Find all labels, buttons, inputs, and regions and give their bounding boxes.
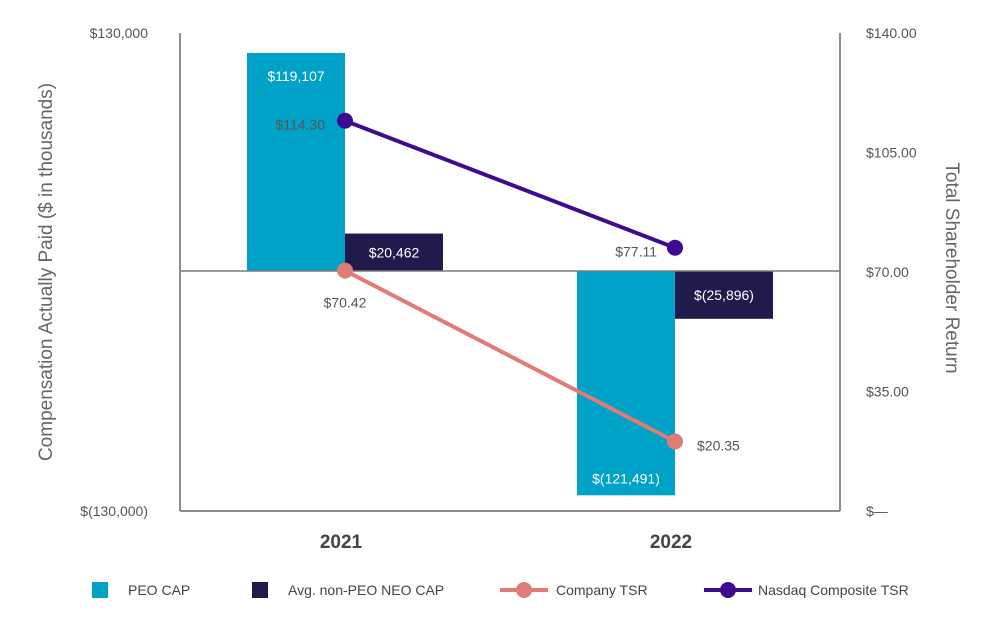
- left-tick-label: $(130,000): [80, 503, 148, 519]
- labels-layer: $119,107 $(121,491) $20,462 $(25,896) $70.42…: [267, 68, 754, 486]
- left-tick-label: $130,000: [90, 25, 149, 41]
- category-label: 2022: [650, 532, 692, 553]
- right-tick-label: $105.00: [866, 145, 917, 161]
- right-tick-label: $70.00: [866, 264, 909, 280]
- bar-neo-cap: [345, 233, 443, 271]
- legend-swatch-marker: [516, 582, 532, 598]
- line-data-label: $77.11: [615, 244, 657, 260]
- legend-swatch: [252, 582, 268, 598]
- bar-data-label: $(121,491): [592, 470, 660, 486]
- right-tick-label: $35.00: [866, 384, 909, 400]
- right-axis-title: Total Shareholder Return: [941, 162, 962, 373]
- line-point: [337, 112, 353, 129]
- right-tick-label: $—: [866, 503, 888, 519]
- line-nasdaq-tsr: [344, 118, 676, 250]
- line-company-tsr: [344, 268, 676, 444]
- line-point: [667, 433, 683, 450]
- bar-data-label: $119,107: [267, 68, 325, 84]
- bar-peo-cap: [577, 271, 675, 496]
- line-data-label: $20.35: [697, 438, 740, 454]
- category-label: 2021: [320, 532, 363, 553]
- legend-label: Nasdaq Composite TSR: [758, 582, 909, 598]
- legend-label: PEO CAP: [128, 582, 190, 598]
- legend: PEO CAP Avg. non-PEO NEO CAP Company TSR Na…: [92, 582, 909, 598]
- legend-swatch: [92, 582, 108, 598]
- bar-data-label: $(25,896): [694, 287, 754, 303]
- axes-layer: $130,000 $(130,000) $140.00 $105.00 $70.00 $3…: [36, 25, 962, 553]
- legend-label: Avg. non-PEO NEO CAP: [288, 582, 444, 598]
- bar-peo-cap: [247, 52, 345, 272]
- line-data-label: $114.30: [275, 117, 325, 133]
- bar-neo-cap: [675, 271, 773, 319]
- right-tick-label: $140.00: [866, 25, 917, 41]
- line-point: [337, 262, 353, 279]
- legend-label: Company TSR: [556, 582, 648, 598]
- left-axis-title: Compensation Actually Paid ($ in thousan…: [36, 83, 57, 461]
- legend-swatch-marker: [720, 582, 736, 598]
- line-data-label: $70.42: [324, 295, 367, 311]
- line-point: [667, 239, 683, 256]
- lines-layer: [337, 112, 683, 450]
- bars-layer: [247, 52, 773, 496]
- bar-data-label: $20,462: [369, 244, 420, 260]
